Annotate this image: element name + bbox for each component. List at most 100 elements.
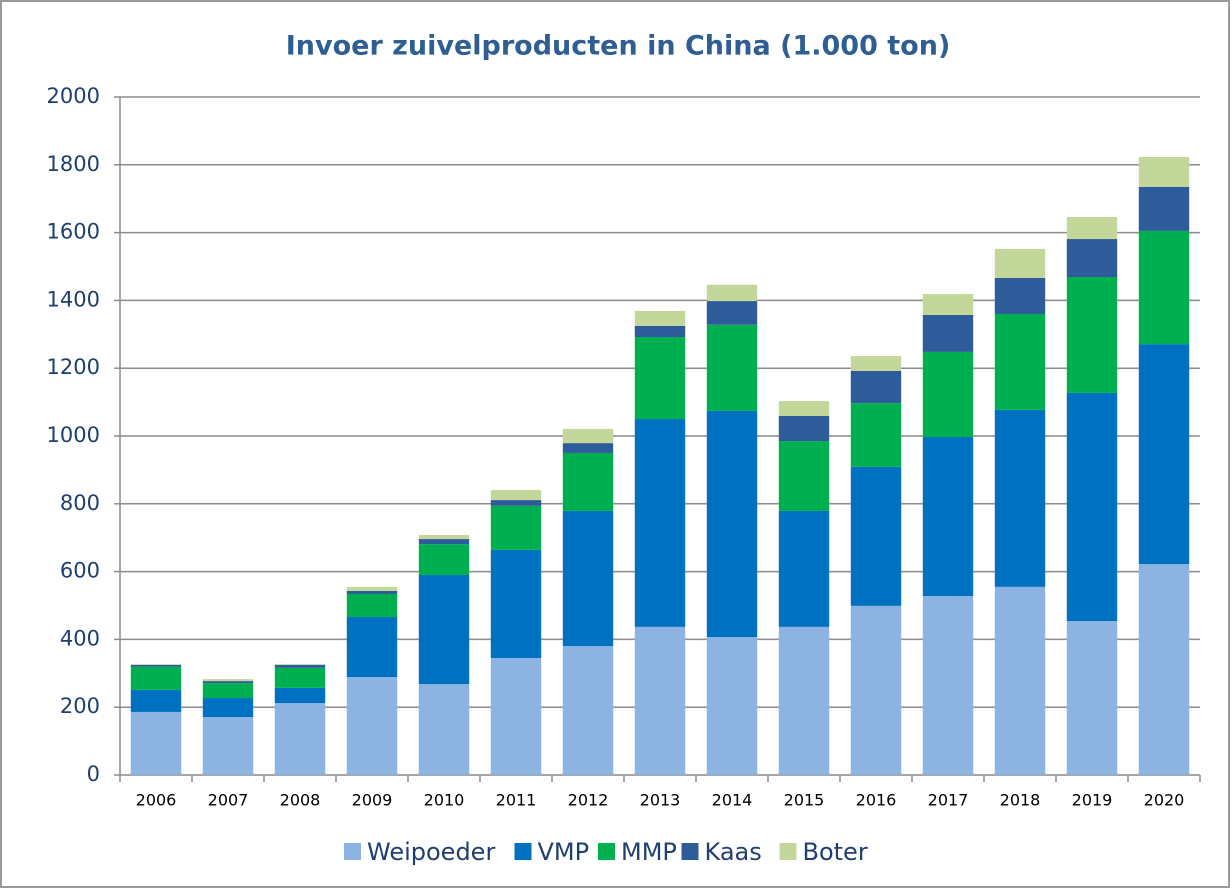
x-tick-label: 2015 <box>784 791 825 810</box>
y-tick-label: 1800 <box>47 152 100 176</box>
bar-segment <box>274 667 326 688</box>
legend-swatch <box>598 843 615 860</box>
bar-segment <box>202 698 254 718</box>
legend-swatch <box>514 843 532 860</box>
x-tick-label: 2017 <box>928 791 969 810</box>
bar-segment <box>1066 277 1118 393</box>
bar-segment <box>1066 239 1118 278</box>
y-tick-label: 600 <box>60 559 100 583</box>
bar-segment <box>634 310 686 326</box>
bar-segment <box>130 664 182 667</box>
bar-segment <box>778 401 830 416</box>
bar-segment <box>706 637 758 775</box>
x-tick-label: 2018 <box>1000 791 1041 810</box>
y-tick-label: 1600 <box>47 220 100 244</box>
x-tick-label: 2013 <box>640 791 681 810</box>
bar-segment <box>706 284 758 302</box>
bar-segment <box>1066 217 1118 240</box>
bar-segment <box>274 664 326 668</box>
bar-segment <box>562 452 614 511</box>
bar-segment <box>130 711 182 775</box>
bar-segment <box>418 539 470 545</box>
x-tick-label: 2011 <box>496 791 537 810</box>
bar-segment <box>202 683 254 699</box>
legend-label: VMP <box>538 838 590 866</box>
bar-segment <box>778 510 830 627</box>
bar-segment <box>202 679 254 682</box>
bar-segment <box>490 549 542 659</box>
bar-segment <box>346 677 398 775</box>
bar-segment <box>346 593 398 618</box>
bar-segment <box>922 293 974 315</box>
bar-segment <box>202 717 254 775</box>
bar-segment <box>1138 230 1190 345</box>
bar-segment <box>922 437 974 597</box>
bar-segment <box>562 646 614 775</box>
bar-segment <box>418 574 470 685</box>
bar-segment <box>274 687 326 704</box>
bar-segment <box>706 301 758 325</box>
bar-segment <box>634 419 686 627</box>
bar-segment <box>922 314 974 352</box>
x-tick-label: 2006 <box>136 791 177 810</box>
y-tick-label: 800 <box>60 491 100 515</box>
bar-segment <box>562 443 614 453</box>
bar-segment <box>418 684 470 775</box>
x-tick-label: 2019 <box>1072 791 1113 810</box>
bar-segment <box>634 325 686 338</box>
bar-segment <box>634 337 686 420</box>
bar-segment <box>850 370 902 404</box>
bar-segment <box>1138 344 1190 565</box>
bar-segment <box>1138 157 1190 187</box>
legend-swatch <box>344 843 361 860</box>
legend-label: Kaas <box>705 838 762 866</box>
bar-segment <box>778 415 830 442</box>
bar-segment <box>490 500 542 506</box>
bar-segment <box>994 248 1046 279</box>
bar-segment <box>994 278 1046 314</box>
bar-segment <box>1066 621 1118 775</box>
bar-segment <box>850 605 902 775</box>
bar-segment <box>1066 392 1118 622</box>
bar-segment <box>418 544 470 575</box>
bar-segment <box>490 505 542 550</box>
legend-swatch <box>779 843 797 860</box>
bar-segment <box>922 596 974 775</box>
bar-segment <box>994 313 1046 410</box>
bar-segment <box>130 689 182 712</box>
bar-segment <box>274 703 326 775</box>
bar-segment <box>490 489 542 501</box>
bar-segment <box>490 658 542 775</box>
bar-segment <box>850 403 902 467</box>
y-tick-label: 1400 <box>47 287 100 311</box>
bar-segment <box>274 664 326 665</box>
bar-segment <box>850 355 902 371</box>
x-tick-label: 2020 <box>1144 791 1185 810</box>
x-tick-label: 2008 <box>280 791 321 810</box>
bar-segment <box>922 351 974 438</box>
bar-segment <box>994 409 1046 587</box>
bar-segment <box>778 441 830 511</box>
legend-label: MMP <box>621 838 677 866</box>
y-tick-label: 0 <box>87 762 100 786</box>
bar-segment <box>1138 564 1190 775</box>
bar-segment <box>706 324 758 411</box>
x-tick-label: 2010 <box>424 791 465 810</box>
y-tick-label: 1000 <box>47 423 100 447</box>
bar-segment <box>562 510 614 647</box>
legend-label: Weipoeder <box>367 838 495 866</box>
x-tick-label: 2009 <box>352 791 393 810</box>
bar-segment <box>346 590 398 594</box>
bar-segment <box>778 626 830 775</box>
bar-segment <box>1138 186 1190 231</box>
chart-title: Invoer zuivelproducten in China (1.000 t… <box>286 31 951 62</box>
bar-segment <box>850 466 902 606</box>
bar-segment <box>202 681 254 684</box>
bar-segment <box>346 617 398 678</box>
x-tick-label: 2014 <box>712 791 753 810</box>
y-tick-label: 1200 <box>47 355 100 379</box>
bar-segment <box>994 586 1046 775</box>
bar-segment <box>706 410 758 638</box>
